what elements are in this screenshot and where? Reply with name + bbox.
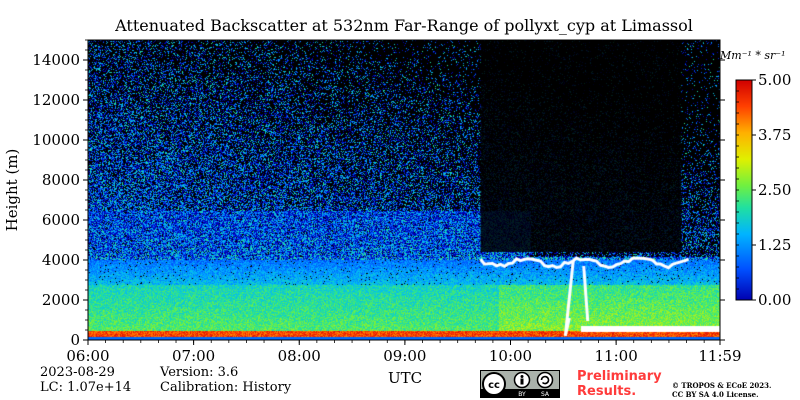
y-axis-label: Height (m): [3, 148, 21, 232]
colorbar-unit-label: Mm⁻¹ * sr⁻¹: [719, 49, 786, 62]
x-tick-label: 09:00: [383, 347, 426, 365]
y-tick-label: 12000: [32, 91, 80, 109]
svg-text:cc: cc: [488, 380, 500, 391]
colorbar-tick-label: 1.25: [758, 236, 791, 254]
x-tick-label: 11:00: [595, 347, 638, 365]
version-text: Version: 3.6: [160, 365, 239, 380]
colorbar-tick-label: 3.75: [758, 126, 791, 144]
colorbar-tick-label: 2.50: [758, 181, 791, 199]
x-tick-label: 07:00: [172, 347, 215, 365]
backscatter-heatmap: [88, 40, 720, 340]
share-alike-icon: [536, 371, 554, 389]
cc-license-badge: cc BY SA: [480, 370, 560, 398]
heatmap-plot-area: [88, 40, 720, 340]
license-text: CC BY SA 4.0 License.: [672, 390, 759, 399]
measurement-date: 2023-08-29: [40, 365, 115, 380]
x-tick-label: 06:00: [66, 347, 109, 365]
x-tick-label: 11:59: [698, 347, 741, 365]
cc-icon: [482, 372, 506, 396]
x-tick-label: 08:00: [278, 347, 321, 365]
y-tick-label: 4000: [42, 251, 80, 269]
cc-sa-label: SA: [541, 391, 550, 398]
y-tick-label: 14000: [32, 51, 80, 69]
copyright-text: © TROPOS & ECoE 2023.: [672, 381, 772, 390]
chart-title: Attenuated Backscatter at 532nm Far-Rang…: [115, 16, 693, 35]
preliminary-results-note: Preliminary Results.: [577, 369, 662, 399]
calibration-text: Calibration: History: [160, 380, 292, 395]
x-tick-label: 10:00: [489, 347, 532, 365]
y-tick-label: 6000: [42, 211, 80, 229]
y-tick-label: 10000: [32, 131, 80, 149]
x-axis-label: UTC: [387, 369, 423, 387]
colorbar-tick-label: 5.00: [758, 71, 791, 89]
y-tick-label: 2000: [42, 291, 80, 309]
colorbar: 0.00 1.25 2.50 3.75 5.00: [735, 71, 791, 309]
axes: 06:00 07:00 08:00 09:00 10:00 11:00 11:59 0 2000…: [32, 39, 742, 365]
y-tick-label: 8000: [42, 171, 80, 189]
lidar-constant: LC: 1.07e+14: [40, 380, 132, 395]
colorbar-tick-label: 0.00: [758, 291, 791, 309]
y-tick-label: 0: [70, 331, 80, 349]
cc-by-label: BY: [518, 391, 526, 398]
